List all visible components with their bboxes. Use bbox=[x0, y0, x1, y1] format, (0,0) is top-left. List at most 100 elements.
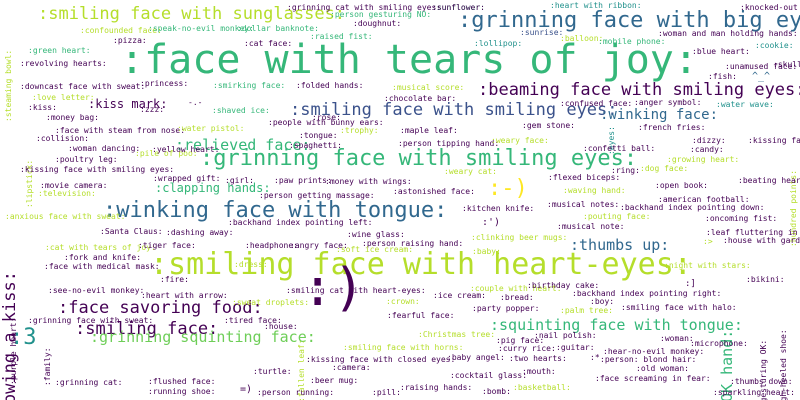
word-w157: :family: bbox=[43, 347, 52, 387]
word-w188: :basketball: bbox=[513, 383, 571, 392]
word-w148: :purple heart: bbox=[9, 317, 18, 386]
word-w050: :smirking face: bbox=[213, 81, 286, 90]
word-w166: :smiling face with horns: bbox=[343, 343, 464, 352]
word-w020: :3 bbox=[10, 325, 37, 350]
word-w056: :anger symbol: bbox=[634, 98, 702, 107]
word-w012: :) bbox=[302, 258, 365, 318]
word-w082: :poultry leg: bbox=[55, 155, 118, 164]
word-w005: :grinning face with big eyes: bbox=[458, 8, 800, 33]
word-w043: :revolving hearts: bbox=[20, 59, 107, 68]
word-w137: :smiling cat with heart-eyes: bbox=[286, 286, 426, 295]
word-w083: :pile of poo: bbox=[135, 149, 198, 158]
word-w091: :beating heart: bbox=[738, 176, 800, 185]
word-w184: :person running: bbox=[257, 388, 335, 397]
word-w159: :pig face: bbox=[496, 336, 545, 345]
word-w114: :leaf fluttering in wind: bbox=[706, 228, 800, 237]
word-w127: :fork and knife: bbox=[64, 253, 142, 262]
word-w093: :wrapped gift: bbox=[153, 174, 221, 183]
word-w057: :water wave: bbox=[716, 100, 774, 109]
word-w068: :face with steam from nose: bbox=[55, 126, 186, 135]
word-w169: :* bbox=[590, 353, 600, 362]
word-w141: :bread: bbox=[500, 293, 534, 302]
word-w129: :night with stars: bbox=[664, 261, 751, 270]
word-w146: :palm tree: bbox=[560, 306, 613, 315]
word-w189: :sparkling heart: bbox=[713, 388, 795, 397]
word-w018: :thumbs up: bbox=[570, 236, 670, 254]
word-w052: :musical score: bbox=[392, 83, 465, 92]
word-w149: :grinning face with sweat: bbox=[28, 316, 154, 325]
word-w103: :open book: bbox=[655, 181, 708, 190]
word-w144: :sweat droplets: bbox=[232, 298, 310, 307]
word-w074: :woman dancing: bbox=[68, 144, 141, 153]
word-w183: =) bbox=[240, 384, 253, 395]
word-w063: :people with bunny ears: bbox=[268, 118, 384, 127]
word-w161: :nail polish: bbox=[534, 331, 597, 340]
word-w088: :weary cat: bbox=[444, 167, 497, 176]
word-w151: :fearful face: bbox=[387, 311, 455, 320]
word-w130: :soft ice cream: bbox=[336, 245, 414, 254]
word-w145: :party popper: bbox=[472, 304, 540, 313]
word-w040: :raised fist: bbox=[310, 32, 373, 41]
word-w048: :downcast face with sweat: bbox=[20, 82, 146, 91]
word-w123: :headphone: bbox=[245, 241, 298, 250]
word-w177: :grinning cat: bbox=[55, 378, 123, 387]
word-w100: :person getting massage: bbox=[259, 191, 375, 200]
word-w039: :cat face: bbox=[244, 39, 293, 48]
word-w037: :green heart: bbox=[28, 46, 91, 55]
word-w170: :person: blond hair: bbox=[600, 355, 697, 364]
word-w165: :kissing face with closed eyes: bbox=[306, 355, 456, 364]
word-w022: :clapping hands: bbox=[155, 181, 271, 195]
word-w109: :oncoming fist: bbox=[705, 214, 778, 223]
word-w154: :microphone: bbox=[690, 339, 748, 348]
word-w035: :woman and man holding hands: bbox=[658, 29, 798, 38]
word-w140: :ice cream: bbox=[433, 291, 486, 300]
word-w099: :yellow heart: bbox=[152, 145, 220, 154]
word-w124: :angry face: bbox=[290, 241, 348, 250]
word-w131: :fire: bbox=[160, 275, 189, 284]
word-w045: :skull: bbox=[773, 60, 800, 69]
word-w176: :face screaming in fear: bbox=[595, 374, 711, 383]
word-w015: :squinting face with tongue: bbox=[490, 316, 743, 334]
word-w162: :guitar: bbox=[556, 343, 595, 352]
word-w016: :relieved face: bbox=[175, 136, 311, 154]
word-w044: :unamused face: bbox=[725, 62, 798, 71]
word-w190: :dress: bbox=[234, 260, 268, 269]
word-w167: :baby angel: bbox=[447, 353, 505, 362]
word-w118: :clinking beer mugs: bbox=[471, 233, 568, 242]
word-w121: :cat with tears of joy: bbox=[45, 243, 156, 252]
word-w094: :girl: bbox=[225, 176, 254, 185]
word-w173: :camera: bbox=[332, 363, 371, 372]
word-w028: :confounded face: bbox=[80, 26, 162, 35]
word-w135: :] bbox=[685, 279, 696, 289]
word-w168: :two hearts: bbox=[509, 354, 567, 363]
word-w122: :tiger face: bbox=[138, 241, 196, 250]
word-w107: :kitchen knife: bbox=[462, 204, 535, 213]
word-w031: :doughnut: bbox=[353, 19, 402, 28]
word-w023: :grinning cat with smiling eyes: bbox=[287, 3, 442, 12]
word-w029: :speak-no-evil monkey: bbox=[148, 24, 254, 33]
word-w027: :knocked-out face: bbox=[740, 3, 800, 12]
word-w138: :crown: bbox=[386, 297, 420, 306]
word-w108: :pouting face: bbox=[583, 212, 651, 221]
word-w014: :grinning squinting face: bbox=[90, 328, 316, 346]
word-w042: :blue heart: bbox=[692, 47, 750, 56]
word-w079: :candy: bbox=[690, 145, 724, 154]
word-w150: :tired face: bbox=[224, 316, 282, 325]
word-w113: :musical note: bbox=[557, 222, 625, 231]
word-w004: :winking face with tongue: bbox=[103, 198, 448, 223]
word-w133: :couple with heart: bbox=[470, 284, 562, 293]
word-w120: :house with garden: bbox=[723, 236, 800, 245]
word-w061: :shaved ice: bbox=[212, 106, 270, 115]
word-w132: :see-no-evil monkey: bbox=[48, 286, 145, 295]
word-w053: :love letter: bbox=[32, 93, 95, 102]
word-w105: :musical notes: bbox=[547, 200, 620, 209]
word-w142: :backhand index pointing right: bbox=[572, 289, 722, 298]
word-w002: :smiling face with heart-eyes: bbox=[150, 247, 692, 282]
word-w062: :money bag: bbox=[46, 113, 99, 122]
word-w182: :running shoe: bbox=[148, 387, 216, 396]
word-w115: :Santa Claus: bbox=[100, 227, 163, 236]
word-w160: :curry rice: bbox=[498, 344, 556, 353]
word-w147: :smiling face with halo: bbox=[621, 303, 737, 312]
word-w128: :face with medical mask: bbox=[44, 262, 160, 271]
